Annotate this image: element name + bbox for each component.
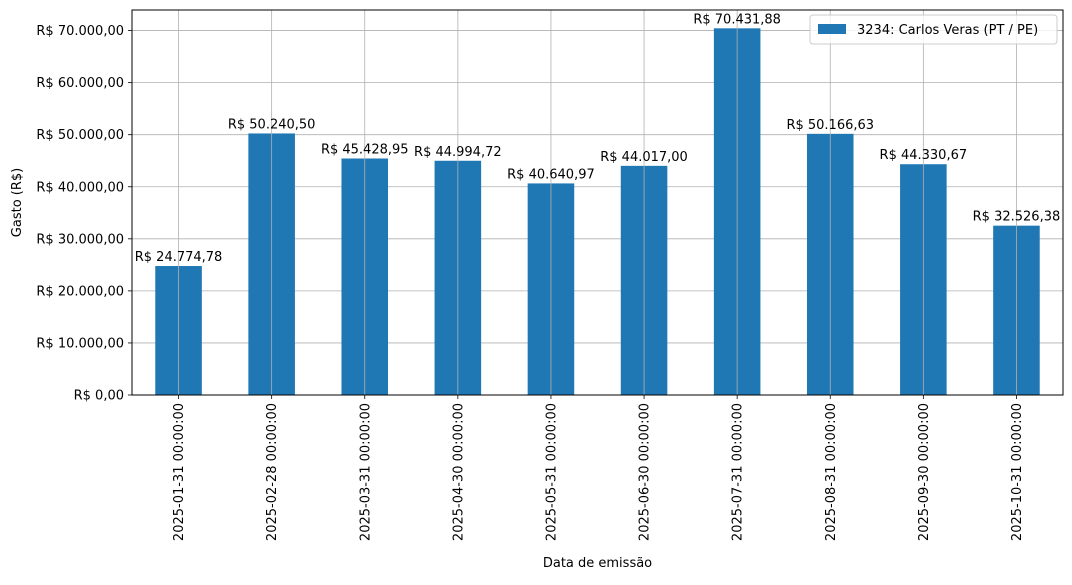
- y-tick-label: R$ 10.000,00: [36, 336, 124, 351]
- data-label: R$ 50.166,63: [786, 118, 874, 133]
- y-axis-title: Gasto (R$): [10, 168, 25, 237]
- y-tick-label: R$ 0,00: [74, 389, 124, 404]
- data-label: R$ 40.640,97: [507, 167, 595, 182]
- x-tick-label: 2025-06-30 00:00:00: [638, 403, 653, 541]
- data-label: R$ 24.774,78: [135, 250, 223, 265]
- data-label: R$ 44.994,72: [414, 145, 502, 160]
- y-tick-label: R$ 40.000,00: [36, 180, 124, 195]
- data-label: R$ 45.428,95: [321, 142, 409, 157]
- data-label: R$ 70.431,88: [693, 12, 781, 27]
- x-tick-label: 2025-01-31 00:00:00: [172, 403, 187, 541]
- plot-frame: [131, 9, 1064, 396]
- bars: [155, 28, 1040, 395]
- x-tick-label: 2025-10-31 00:00:00: [1010, 403, 1025, 541]
- x-tick-label: 2025-08-31 00:00:00: [824, 403, 839, 541]
- x-tick-label: 2025-07-31 00:00:00: [731, 403, 746, 541]
- x-axis: 2025-01-31 00:00:00 2025-02-28 00:00:00 20…: [172, 395, 1025, 541]
- data-label: R$ 50.240,50: [228, 117, 316, 132]
- y-tick-label: R$ 20.000,00: [36, 284, 124, 299]
- x-axis-title: Data de emissão: [543, 556, 652, 571]
- data-label: R$ 44.330,67: [880, 148, 968, 163]
- x-tick-label: 2025-03-31 00:00:00: [358, 403, 373, 541]
- x-tick-label: 2025-05-31 00:00:00: [544, 403, 559, 541]
- legend-box: [809, 14, 1058, 45]
- data-labels: R$ 24.774,78 R$ 50.240,50 R$ 45.428,95 R$ 4…: [135, 12, 1061, 265]
- y-tick-label: R$ 70.000,00: [36, 24, 124, 39]
- data-label: R$ 44.017,00: [600, 150, 688, 165]
- data-label: R$ 32.526,38: [973, 210, 1061, 225]
- x-tick-label: 2025-02-28 00:00:00: [265, 403, 280, 541]
- y-tick-label: R$ 60.000,00: [36, 76, 124, 91]
- vertical-grid: [178, 10, 1017, 395]
- y-tick-label: R$ 30.000,00: [36, 232, 124, 247]
- x-tick-label: 2025-09-30 00:00:00: [917, 403, 932, 541]
- x-tick-label: 2025-04-30 00:00:00: [451, 403, 466, 541]
- legend-swatch: [818, 24, 846, 34]
- legend: 3234: Carlos Veras (PT / PE): [809, 14, 1058, 45]
- legend-label: 3234: Carlos Veras (PT / PE): [857, 23, 1038, 38]
- y-axis: R$ 0,00 R$ 10.000,00 R$ 20.000,00 R$ 30.000…: [36, 24, 132, 404]
- y-tick-label: R$ 50.000,00: [36, 128, 124, 143]
